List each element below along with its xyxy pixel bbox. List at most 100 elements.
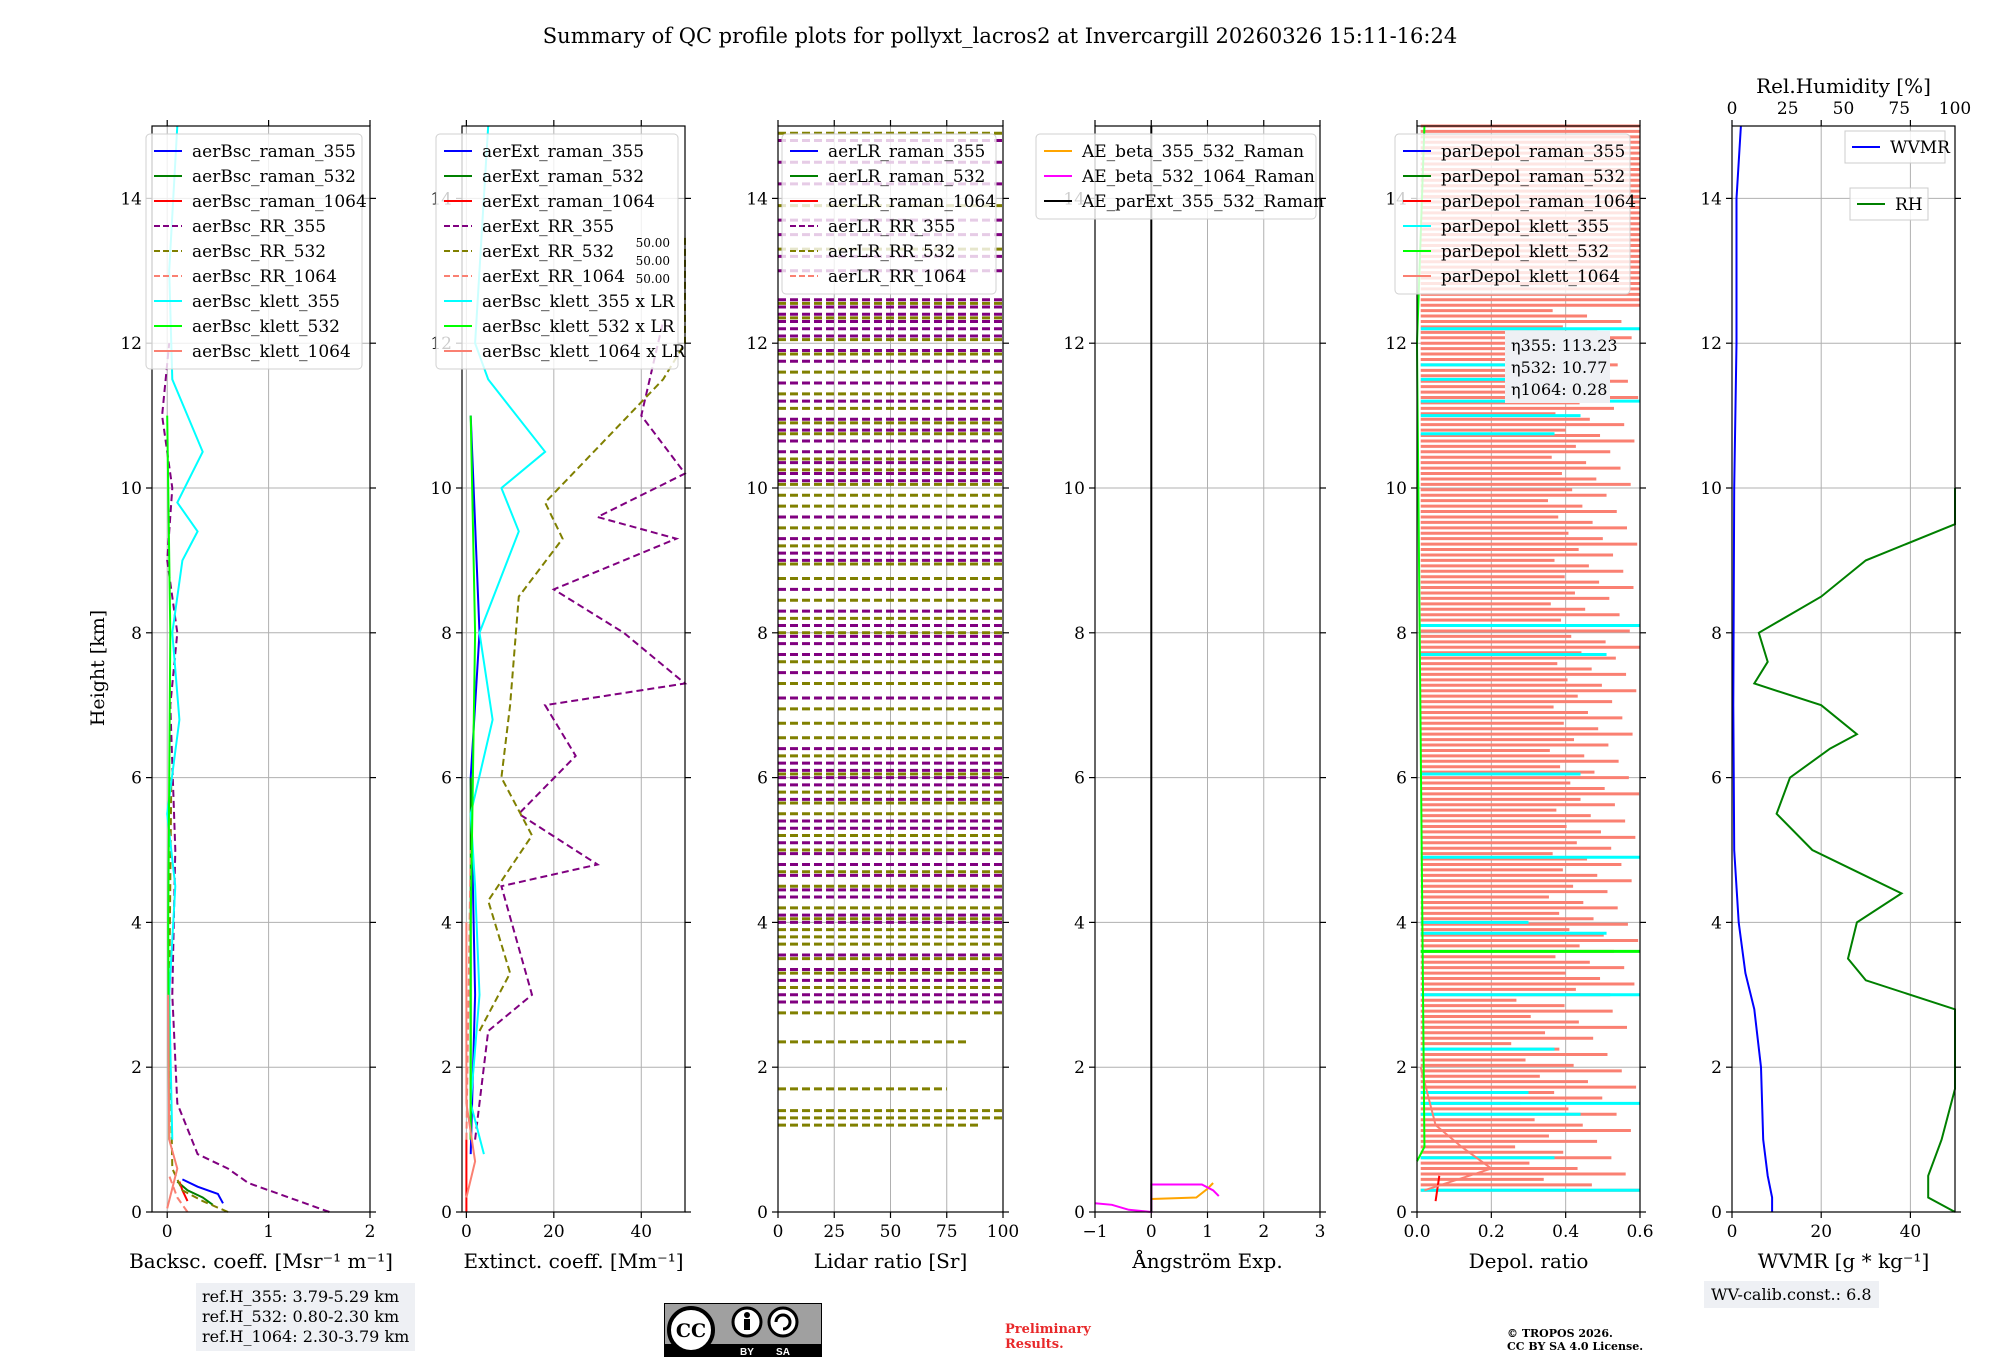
x-tick-label: 0.4 [1552,1222,1579,1242]
eta-label: η532: 10.77 [1511,358,1607,377]
x-tick-label: 3 [1315,1222,1326,1242]
legend-label: aerExt_RR_355 [482,217,614,237]
y-tick-label: 0 [441,1203,452,1223]
by-label: BY [740,1347,754,1357]
y-tick-label: 4 [1711,913,1722,933]
panel-lr: 0 2 4 6 8 10 12 14 0 25 50 75 100 Lidar ratio [Sr] aer… [746,120,1019,1273]
x-tick-label: 1 [263,1222,274,1242]
y-tick-label: 4 [131,913,142,933]
y-tick-label: 12 [746,334,768,354]
y-tick-label: 2 [757,1058,768,1078]
y-tick-label: 2 [1396,1058,1407,1078]
eta-box: η355: 113.23 η532: 10.77 η1064: 0.28 [1505,331,1618,403]
eta-box-bg [1505,331,1610,403]
legend-label: aerLR_RR_355 [828,217,955,237]
wv-calibration-box: WV-calib.const.: 6.8 [1704,1281,1879,1308]
series-aerBsc_klett_355 [166,125,204,1140]
series-aerBsc_klett_1064 [166,994,179,1209]
preliminary-line-2: Results. [1005,1337,1064,1352]
legend-label: parDepol_klett_1064 [1441,267,1620,287]
x-tick-label: 0.0 [1403,1222,1430,1242]
series-aerBsc_klett_532 x LR [469,415,477,1140]
series-aerBsc_RR_532 [168,777,229,1213]
y-tick-label: 14 [120,189,142,209]
legend-label: parDepol_klett_532 [1441,242,1609,262]
legend-label: parDepol_raman_355 [1441,142,1625,162]
y-tick-label: 12 [120,334,142,354]
series-aerBsc_klett_1064 x LR [465,922,477,1198]
y-tick-label: 12 [1063,334,1085,354]
series-aerBsc_raman_355 [181,1178,224,1204]
x-tick-label: 0 [461,1222,472,1242]
y-tick-label: 10 [746,479,768,499]
legend-label: aerExt_raman_532 [482,167,644,187]
axes-frame [461,125,686,1213]
y-tick-label: 4 [441,913,452,933]
y-tick-label: 6 [1711,769,1722,789]
x-tick-label: 2 [1258,1222,1269,1242]
x2-tick-label: 0 [1727,99,1738,119]
legend-label: aerExt_RR_1064 [482,267,625,287]
x2-tick-label: 50 [1833,99,1855,119]
series-aerBsc_raman_532 [176,1180,214,1206]
lr-overlay-value: 50.00 [636,272,670,286]
x-tick-label: 1 [1202,1222,1213,1242]
lr-overlay-value: 50.00 [636,254,670,268]
legend-ext: aerExt_raman_355 aerExt_raman_532 aerExt_r… [435,133,686,370]
series-RH [1752,488,1956,1213]
legend-label: aerLR_RR_1064 [828,267,966,287]
y-tick-label: 12 [1385,334,1407,354]
panel-wv: 0 2 4 6 8 10 12 14 0 20 40 WVMR [g * kg⁻¹] 0 25 50 75 10… [1700,74,1971,1273]
x2-axis-label: Rel.Humidity [%] [1756,74,1931,98]
y-tick-label: 6 [131,769,142,789]
legend-lr: aerLR_raman_355 aerLR_raman_532 aerLR_rama… [781,133,997,295]
eta-label: η355: 113.23 [1511,336,1618,355]
copyright-note: © TROPOS 2026. CC BY SA 4.0 License. [1507,1327,1643,1353]
ref-height-532: ref.H_532: 0.80-2.30 km [202,1307,400,1326]
legend-label: aerBsc_klett_1064 [192,342,351,362]
legend-label: aerExt_RR_532 [482,242,614,262]
y-tick-label: 0 [757,1203,768,1223]
x-tick-label: 0 [1727,1222,1738,1242]
x-tick-label: −1 [1082,1222,1107,1242]
legend-box [781,133,997,295]
legend-label: aerBsc_klett_355 x LR [482,292,676,312]
legend-ae: AE_beta_355_532_Raman AE_beta_532_1064_Ra… [1035,133,1324,220]
figure-title: Summary of QC profile plots for pollyxt_… [543,24,1457,48]
legend-label: aerBsc_klett_532 [192,317,340,337]
legend-label: aerExt_raman_1064 [482,192,655,212]
y-tick-label: 10 [1385,479,1407,499]
series-AE_beta_355_532_Raman [1151,1182,1214,1200]
panel-ext: 0246810121402040Extinct. coeff. [Mm⁻¹]ae… [430,120,691,1273]
legend-label: parDepol_klett_355 [1441,217,1609,237]
legend-label: aerBsc_raman_1064 [192,192,367,212]
sa-share-icon [767,1306,799,1338]
reference-height-box: ref.H_355: 3.79-5.29 km ref.H_532: 0.80-… [196,1283,416,1351]
x-axis-label: Extinct. coeff. [Mm⁻¹] [463,1249,683,1273]
axes-frame [1416,125,1641,1213]
series-aerBsc_RR_1064 [168,1175,189,1213]
y-tick-label: 14 [1700,189,1722,209]
x-axis-label: Ångström Exp. [1131,1248,1282,1273]
legend-label: parDepol_raman_532 [1441,167,1625,187]
y-tick-label: 8 [441,624,452,644]
x-tick-label: 0.6 [1626,1222,1653,1242]
x-tick-label: 25 [823,1222,845,1242]
ref-height-1064: ref.H_1064: 2.30-3.79 km [202,1327,410,1346]
legend-box [1394,133,1631,295]
y-tick-label: 10 [1063,479,1085,499]
legend-label: aerLR_raman_355 [828,142,985,162]
y-tick-label: 4 [757,913,768,933]
legend-label: AE_parExt_355_532_Raman [1081,192,1324,212]
y-tick-label: 4 [1396,913,1407,933]
legend-box [145,133,363,370]
y-tick-label: 2 [441,1058,452,1078]
depol-raman-1064-line [1434,1175,1441,1202]
x-tick-label: 2 [365,1222,376,1242]
x-axis-label: Depol. ratio [1469,1249,1589,1273]
copyright-line-1: © TROPOS 2026. [1507,1327,1613,1340]
